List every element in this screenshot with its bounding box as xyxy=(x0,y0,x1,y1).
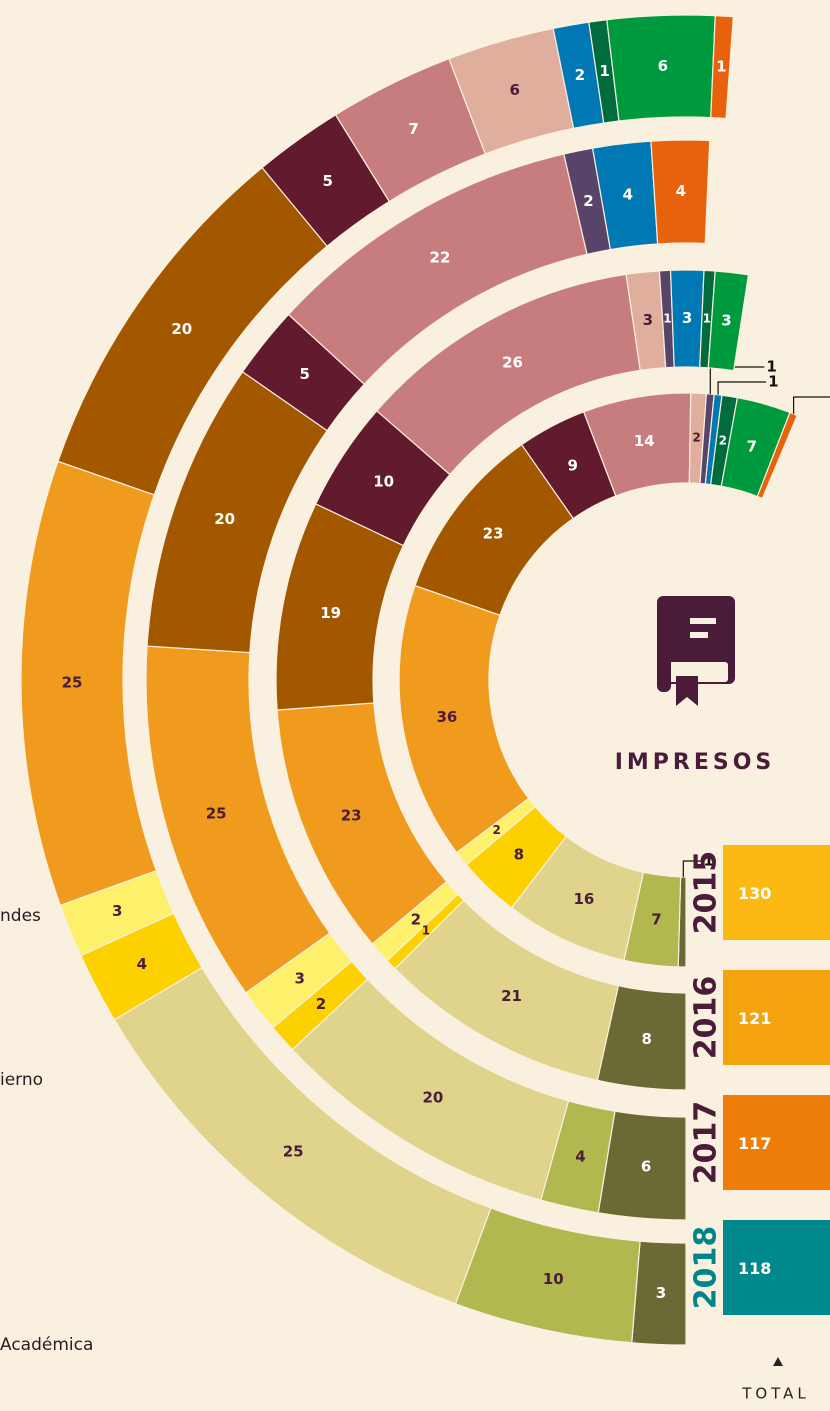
segment-label: 1 xyxy=(703,312,711,326)
segment-label: 1 xyxy=(716,58,726,76)
year-label: 2018 xyxy=(689,1226,724,1310)
segment-label: 16 xyxy=(573,890,594,908)
segment-label: 10 xyxy=(373,472,394,490)
ring-segment xyxy=(710,15,734,120)
segment-label: 7 xyxy=(747,438,757,456)
segment-label: 20 xyxy=(214,510,235,528)
total-value: 117 xyxy=(738,1134,771,1153)
segment-label: 4 xyxy=(623,185,633,203)
segment-label: 23 xyxy=(341,807,362,825)
segment-label: 2 xyxy=(575,66,585,84)
segment-label: 23 xyxy=(483,524,504,542)
segment-label: 9 xyxy=(568,457,578,475)
segment-label: 20 xyxy=(423,1088,444,1106)
year-label: 2016 xyxy=(689,976,724,1060)
segment-label: 2 xyxy=(316,995,326,1013)
ring xyxy=(275,269,750,1091)
segment-label: 8 xyxy=(641,1030,651,1048)
segment-label: 4 xyxy=(137,955,147,973)
segment-label: 5 xyxy=(300,365,310,383)
segment-label: 1 xyxy=(663,311,671,325)
segment-label: 3 xyxy=(294,970,304,988)
segment-label: 5 xyxy=(322,172,332,190)
segment-label: 6 xyxy=(658,57,668,75)
segment-label: 6 xyxy=(641,1157,651,1175)
segment-label: 1 xyxy=(703,851,713,869)
segment-label: 6 xyxy=(509,81,519,99)
ring-segment xyxy=(756,411,799,500)
segment-label: 3 xyxy=(721,311,731,329)
book-icon xyxy=(657,596,735,706)
segment-label: 1 xyxy=(768,373,778,391)
ring-segment xyxy=(650,139,711,245)
total-pointer xyxy=(773,1357,783,1366)
leader-line xyxy=(793,396,830,414)
segment-label: 2 xyxy=(719,433,727,447)
segment-label: 22 xyxy=(430,248,451,266)
segment-label: 1 xyxy=(766,358,776,376)
segment-label: 1 xyxy=(422,924,430,938)
total-label: TOTAL xyxy=(741,1385,810,1403)
legend-fragment: Académica xyxy=(0,1335,93,1355)
segment-label: 10 xyxy=(543,1270,564,1288)
segment-label: 3 xyxy=(656,1284,666,1302)
leader-line xyxy=(682,860,702,877)
segment-label: 26 xyxy=(502,353,523,371)
total-box xyxy=(723,970,830,1065)
segment-label: 8 xyxy=(514,846,524,864)
leader-line xyxy=(717,381,767,395)
segment-label: 7 xyxy=(408,120,418,138)
segment-label: 19 xyxy=(320,604,341,622)
ring xyxy=(145,139,711,1221)
segment-label: 2 xyxy=(411,911,421,929)
segment-label: 25 xyxy=(283,1142,304,1160)
year-label: 2017 xyxy=(689,1101,724,1185)
year-label: 2015 xyxy=(689,851,724,935)
segment-label: 2 xyxy=(692,431,700,445)
total-box xyxy=(723,1220,830,1315)
total-value: 118 xyxy=(738,1259,771,1278)
legend-fragment: ierno xyxy=(0,1070,43,1090)
legend-fragment: ndes xyxy=(0,906,41,926)
total-box xyxy=(723,1095,830,1190)
segment-label: 2 xyxy=(583,192,593,210)
total-box xyxy=(723,845,830,940)
segment-label: 4 xyxy=(676,182,686,200)
segment-label: 4 xyxy=(575,1147,585,1165)
segment-label: 7 xyxy=(651,911,661,929)
segment-label: 3 xyxy=(643,311,653,329)
segment-label: 21 xyxy=(501,987,522,1005)
segment-label: 25 xyxy=(62,674,83,692)
segment-label: 25 xyxy=(206,804,227,822)
total-value: 130 xyxy=(738,884,771,903)
ring-segment xyxy=(707,270,750,372)
total-value: 121 xyxy=(738,1009,771,1028)
segment-label: 2 xyxy=(492,823,500,837)
segment-label: 20 xyxy=(171,320,192,338)
segment-label: 3 xyxy=(682,309,692,327)
segment-label: 14 xyxy=(634,432,655,450)
segment-label: 3 xyxy=(112,902,122,920)
segment-label: 36 xyxy=(436,708,457,726)
segment-label: 1 xyxy=(599,62,609,80)
ring xyxy=(20,14,734,1346)
title: IMPRESOS xyxy=(615,750,776,775)
ring xyxy=(398,392,799,968)
